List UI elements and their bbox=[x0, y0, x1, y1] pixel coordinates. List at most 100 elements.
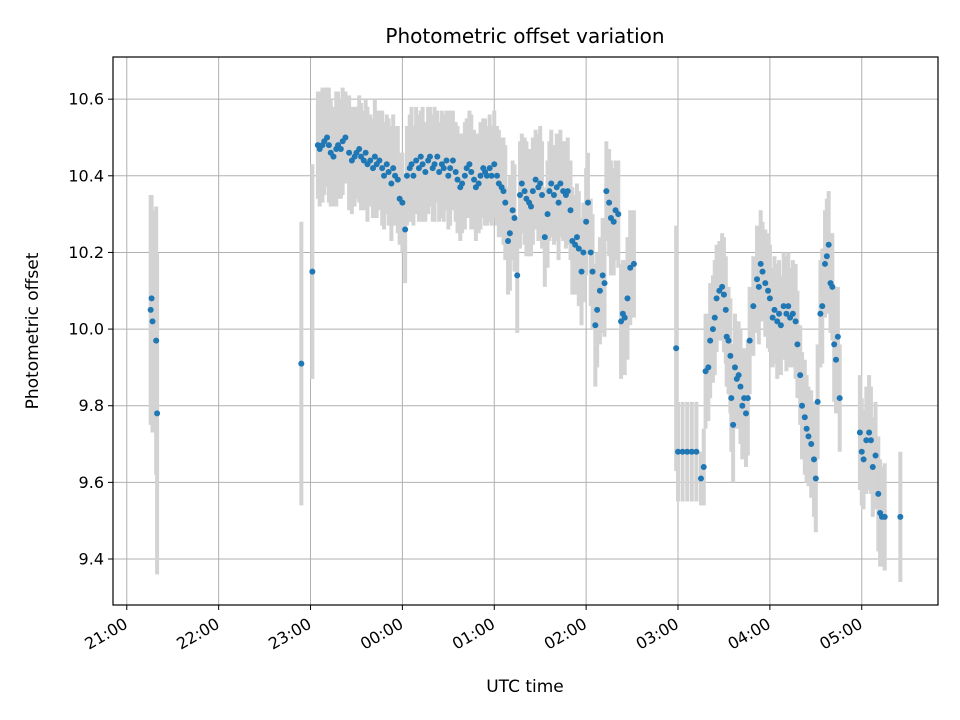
chart-title: Photometric offset variation bbox=[385, 24, 664, 48]
data-point bbox=[394, 176, 401, 183]
data-point bbox=[754, 276, 761, 283]
x-axis-label: UTC time bbox=[486, 677, 564, 697]
data-point bbox=[445, 172, 452, 179]
data-point bbox=[792, 318, 799, 325]
data-point bbox=[385, 168, 392, 175]
data-point bbox=[869, 464, 876, 471]
data-point bbox=[573, 234, 580, 241]
data-point bbox=[537, 180, 544, 187]
data-point bbox=[580, 249, 587, 256]
data-point bbox=[722, 306, 729, 313]
data-point bbox=[675, 448, 682, 455]
data-point bbox=[557, 180, 564, 187]
data-point bbox=[630, 260, 637, 267]
data-point bbox=[477, 172, 484, 179]
data-point bbox=[589, 268, 596, 275]
data-point bbox=[575, 245, 582, 252]
data-point bbox=[488, 172, 495, 179]
data-point bbox=[742, 410, 749, 417]
data-point bbox=[872, 452, 879, 459]
data-point bbox=[897, 513, 904, 520]
data-point bbox=[541, 234, 548, 241]
data-point bbox=[797, 372, 804, 379]
y-tick-label: 10.2 bbox=[68, 243, 104, 262]
data-point bbox=[777, 322, 784, 329]
data-point bbox=[867, 437, 874, 444]
data-point bbox=[866, 429, 873, 436]
data-point bbox=[771, 306, 778, 313]
data-point bbox=[759, 268, 766, 275]
data-point bbox=[521, 188, 528, 195]
data-point bbox=[700, 464, 707, 471]
data-point bbox=[324, 134, 331, 141]
data-point bbox=[546, 188, 553, 195]
data-point bbox=[735, 372, 742, 379]
data-point bbox=[514, 272, 521, 279]
data-point bbox=[434, 153, 441, 160]
y-tick-label: 10.6 bbox=[68, 90, 104, 109]
data-point bbox=[431, 161, 438, 168]
data-point bbox=[390, 165, 397, 172]
data-point bbox=[383, 161, 390, 168]
data-point bbox=[483, 172, 490, 179]
data-point bbox=[755, 283, 762, 290]
data-point bbox=[765, 287, 772, 294]
data-point bbox=[705, 364, 712, 371]
data-point bbox=[426, 153, 433, 160]
data-point bbox=[693, 448, 700, 455]
data-point bbox=[516, 191, 523, 198]
data-point bbox=[325, 142, 332, 149]
data-point bbox=[757, 260, 764, 267]
data-point bbox=[471, 176, 478, 183]
data-point bbox=[555, 199, 562, 206]
data-point bbox=[780, 303, 787, 310]
data-point bbox=[567, 207, 574, 214]
data-point bbox=[610, 218, 617, 225]
data-point bbox=[583, 218, 590, 225]
data-point bbox=[475, 180, 482, 187]
y-axis-label: Photometric offset bbox=[23, 252, 43, 409]
data-point bbox=[713, 295, 720, 302]
data-point bbox=[599, 272, 606, 279]
data-point bbox=[500, 188, 507, 195]
data-point bbox=[833, 356, 840, 363]
data-point bbox=[836, 395, 843, 402]
data-point bbox=[679, 448, 686, 455]
data-point bbox=[739, 402, 746, 409]
data-point bbox=[707, 337, 714, 344]
y-tick-label: 10.0 bbox=[68, 320, 104, 339]
data-point bbox=[618, 318, 625, 325]
data-point bbox=[356, 145, 363, 152]
data-point bbox=[298, 360, 305, 367]
data-point bbox=[379, 165, 386, 172]
data-point bbox=[505, 237, 512, 244]
data-point bbox=[369, 165, 376, 172]
data-point bbox=[548, 180, 555, 187]
data-point bbox=[518, 180, 525, 187]
data-point bbox=[829, 283, 836, 290]
data-point bbox=[711, 314, 718, 321]
data-point bbox=[766, 295, 773, 302]
data-point bbox=[737, 383, 744, 390]
data-point bbox=[750, 303, 757, 310]
data-point bbox=[447, 165, 454, 172]
data-point bbox=[769, 314, 776, 321]
data-point bbox=[529, 188, 536, 195]
data-point bbox=[783, 310, 790, 317]
data-point bbox=[615, 211, 622, 218]
data-point bbox=[688, 448, 695, 455]
data-point bbox=[831, 341, 838, 348]
data-point bbox=[621, 314, 628, 321]
data-point bbox=[709, 326, 716, 333]
data-point bbox=[342, 134, 349, 141]
data-point bbox=[825, 241, 832, 248]
data-point bbox=[812, 475, 819, 482]
data-point bbox=[592, 322, 599, 329]
data-point bbox=[856, 429, 863, 436]
plot-frame bbox=[112, 56, 939, 606]
data-point bbox=[808, 441, 815, 448]
data-point bbox=[720, 291, 727, 298]
data-point bbox=[601, 280, 608, 287]
data-point bbox=[528, 203, 535, 210]
